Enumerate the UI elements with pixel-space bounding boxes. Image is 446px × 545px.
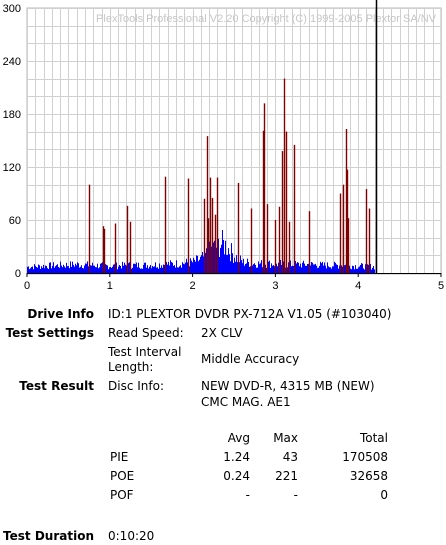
read-speed-value: 2X CLV — [201, 326, 243, 340]
drive-info-label: Drive Info — [27, 307, 94, 321]
row-poe-name: POE — [110, 469, 135, 483]
row-pof-max: - — [293, 488, 298, 502]
row-pie-name: PIE — [110, 450, 129, 464]
disc-info-line-1: NEW DVD-R, 4315 MB (NEW) — [201, 379, 375, 393]
row-poe-max: 221 — [275, 469, 298, 483]
header-avg: Avg — [227, 431, 250, 445]
test-duration-value: 0:10:20 — [108, 529, 155, 543]
row-pie-max: 43 — [282, 450, 298, 464]
y-tick-label: 180 — [3, 109, 21, 121]
x-tick-label: 5 — [438, 280, 444, 292]
row-pie-avg: 1.24 — [223, 450, 250, 464]
chart-watermark: PlexTools Professional V2.20 Copyright (… — [96, 13, 437, 25]
header-total: Total — [359, 431, 388, 445]
test-interval-value: Middle Accuracy — [201, 352, 300, 366]
y-tick-label: 300 — [3, 3, 21, 15]
disc-info-label: Disc Info: — [108, 379, 164, 393]
x-tick-label: 0 — [24, 280, 30, 292]
test-settings-label: Test Settings — [5, 326, 94, 340]
y-tick-label: 60 — [9, 215, 21, 227]
pie-poe-chart: PlexTools Professional V2.20 Copyright (… — [3, 0, 444, 292]
row-poe-avg: 0.24 — [223, 469, 250, 483]
row-pie-total: 170508 — [342, 450, 388, 464]
row-pof-name: POF — [110, 488, 134, 502]
y-axis-ticks: 0 60 120 180 240 300 — [3, 3, 21, 280]
x-tick-label: 4 — [355, 280, 361, 292]
test-interval-label-2: Length: — [108, 360, 154, 374]
row-pof-avg: - — [245, 488, 250, 502]
x-tick-label: 2 — [190, 280, 196, 292]
y-tick-label: 120 — [3, 162, 21, 174]
disc-info-line-2: CMC MAG. AE1 — [201, 395, 291, 409]
read-speed-label: Read Speed: — [108, 326, 184, 340]
x-axis-ticks: 0 1 2 3 4 5 — [24, 273, 444, 292]
x-tick-label: 1 — [107, 280, 113, 292]
poe-series — [88, 78, 371, 273]
x-tick-label: 3 — [272, 280, 278, 292]
row-poe-total: 32658 — [349, 469, 388, 483]
test-result-label: Test Result — [19, 379, 94, 393]
header-max: Max — [273, 431, 298, 445]
y-tick-label: 0 — [15, 268, 21, 280]
row-pof-total: 0 — [380, 488, 388, 502]
test-interval-label-1: Test Interval — [108, 345, 182, 359]
test-duration-label: Test Duration — [3, 529, 94, 543]
drive-info-value: ID:1 PLEXTOR DVDR PX-712A V1.05 (#103040… — [108, 307, 392, 321]
y-tick-label: 240 — [3, 56, 21, 68]
